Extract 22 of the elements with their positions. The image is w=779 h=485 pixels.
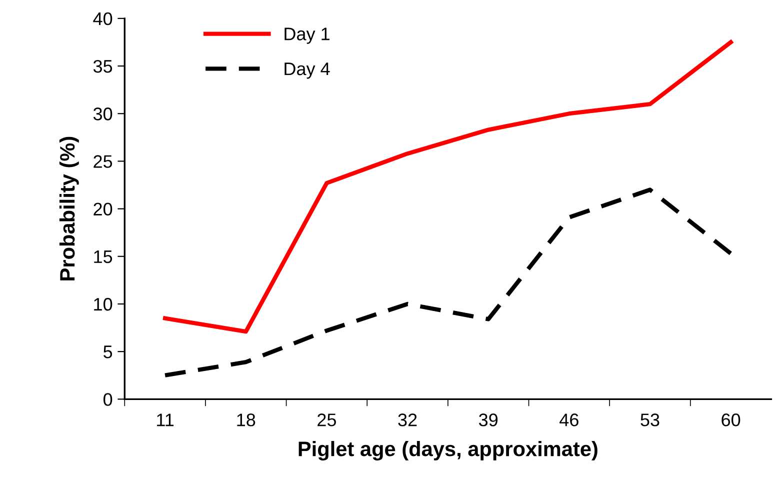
x-tick-label: 46	[560, 414, 578, 426]
x-tick-label: 25	[318, 414, 336, 426]
legend-label: Day 1	[284, 28, 330, 44]
y-axis-title: Probability (%)	[59, 136, 79, 280]
legend-label: Day 4	[284, 62, 330, 79]
line-series	[162, 188, 733, 378]
x-tick-label: 60	[722, 414, 740, 426]
x-tick-label: 53	[640, 414, 660, 426]
y-tick-label: 40	[93, 12, 112, 26]
y-tick-label: 35	[93, 60, 112, 73]
y-tick-label: 15	[94, 250, 112, 264]
y-tick-label: 20	[94, 202, 112, 216]
y-tick-label: 25	[94, 155, 112, 168]
x-tick-label: 39	[478, 414, 498, 426]
y-tick-label: 30	[93, 108, 112, 120]
x-tick-label: 11	[157, 414, 174, 426]
y-tick-label: 10	[94, 298, 112, 311]
x-tick-label: 18	[237, 414, 256, 426]
y-tick-label: 0	[104, 393, 112, 406]
x-tick-label: 32	[398, 414, 417, 426]
y-tick-label: 5	[104, 346, 112, 358]
x-axis-title: Piglet age (days, approximate)	[298, 440, 598, 460]
